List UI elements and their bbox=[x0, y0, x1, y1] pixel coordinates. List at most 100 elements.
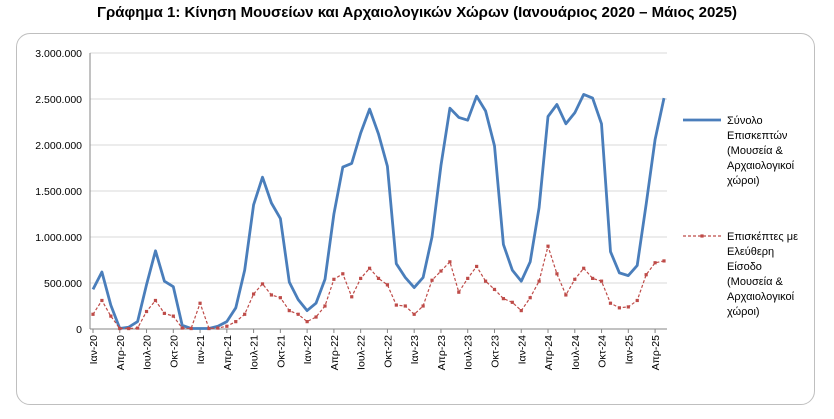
x-tick-label: Απρ-23 bbox=[436, 335, 448, 371]
data-point bbox=[278, 296, 282, 300]
y-tick-label: 2.000.000 bbox=[35, 140, 82, 152]
data-point bbox=[412, 312, 416, 316]
data-point bbox=[608, 301, 613, 305]
data-point bbox=[403, 304, 407, 308]
y-tick-label: 0 bbox=[76, 324, 82, 336]
series-line-total bbox=[91, 93, 666, 330]
x-tick-label: Ιαν-25 bbox=[623, 335, 635, 365]
legend-label: Είσοδο bbox=[727, 261, 762, 273]
data-point bbox=[189, 326, 193, 331]
data-point bbox=[591, 276, 595, 280]
data-point bbox=[225, 324, 229, 328]
data-point bbox=[582, 266, 586, 270]
data-point bbox=[448, 260, 452, 264]
data-point bbox=[180, 326, 184, 330]
data-point bbox=[430, 278, 434, 282]
data-point bbox=[153, 298, 158, 303]
legend-label: Επισκεπτών bbox=[727, 130, 788, 142]
x-tick-label: Ιουλ-21 bbox=[249, 335, 261, 370]
data-point bbox=[421, 304, 425, 308]
x-tick-label: Απρ-25 bbox=[650, 335, 662, 371]
x-tick-label: Οκτ-20 bbox=[168, 335, 180, 368]
y-tick-label: 1.000.000 bbox=[35, 232, 82, 244]
data-point bbox=[492, 287, 497, 292]
x-tick-label: Οκτ-23 bbox=[489, 335, 501, 368]
data-point bbox=[260, 282, 265, 286]
data-point bbox=[136, 326, 140, 330]
legend-label: χώροι) bbox=[727, 306, 760, 318]
data-point bbox=[475, 264, 479, 269]
data-point bbox=[162, 311, 166, 315]
data-point bbox=[305, 320, 309, 324]
data-point bbox=[564, 293, 568, 297]
legend-label: Ελεύθερη bbox=[727, 246, 774, 258]
x-tick-label: Ιουλ-22 bbox=[356, 335, 368, 370]
data-point bbox=[109, 314, 113, 318]
x-tick-label: Ιαν-20 bbox=[88, 335, 100, 365]
data-point bbox=[635, 298, 639, 303]
data-point bbox=[457, 290, 461, 294]
legend-label: Επισκέπτες με bbox=[727, 231, 798, 243]
axes bbox=[89, 53, 667, 333]
x-tick-label: Απρ-21 bbox=[222, 335, 234, 371]
y-tick-label: 500.000 bbox=[44, 278, 82, 290]
data-point bbox=[332, 277, 336, 281]
data-point bbox=[528, 296, 532, 300]
data-point bbox=[501, 297, 506, 301]
data-point bbox=[243, 312, 247, 316]
x-tick-label: Απρ-20 bbox=[115, 335, 127, 371]
data-point bbox=[466, 276, 470, 280]
legend-marker bbox=[700, 234, 704, 238]
data-point bbox=[359, 276, 363, 280]
data-point bbox=[127, 326, 131, 331]
data-point bbox=[599, 279, 604, 283]
data-point bbox=[216, 326, 220, 330]
data-point bbox=[323, 304, 327, 308]
legend: Σύνολο Επισκεπτών (Μουσεία & Αρχαιολογικοί χ… bbox=[683, 115, 798, 318]
y-tick-label: 3.000.000 bbox=[35, 48, 82, 60]
data-point bbox=[198, 301, 202, 305]
data-point bbox=[367, 266, 372, 270]
chart-title: Γράφημα 1: Κίνηση Μουσείων και Αρχαιολογ… bbox=[97, 4, 737, 21]
data-point bbox=[662, 259, 666, 263]
series-layer bbox=[91, 93, 666, 331]
x-tick-label: Ιαν-23 bbox=[409, 335, 421, 365]
data-point bbox=[510, 300, 514, 304]
data-point bbox=[546, 244, 550, 248]
y-tick-label: 1.500.000 bbox=[35, 186, 82, 198]
legend-label: Αρχαιολογικοί bbox=[727, 291, 795, 303]
grid-lines bbox=[90, 52, 667, 284]
data-point bbox=[251, 292, 256, 296]
legend-label: Σύνολο bbox=[727, 115, 763, 127]
data-point bbox=[144, 309, 149, 314]
x-tick-label: Ιαν-24 bbox=[516, 335, 528, 365]
series-line-free-entry bbox=[92, 245, 665, 330]
data-point bbox=[118, 326, 122, 331]
legend-label: (Μουσεία & bbox=[727, 145, 784, 157]
data-point bbox=[555, 272, 559, 276]
data-point bbox=[385, 283, 390, 287]
data-point bbox=[573, 277, 577, 281]
data-point bbox=[100, 298, 104, 303]
data-point bbox=[439, 269, 443, 273]
data-point bbox=[171, 314, 175, 318]
x-tick-label: Ιουλ-23 bbox=[463, 335, 475, 370]
chart-frame bbox=[16, 33, 815, 405]
data-point bbox=[519, 309, 523, 313]
x-tick-label: Οκτ-22 bbox=[382, 335, 394, 368]
data-point bbox=[537, 279, 541, 283]
data-point bbox=[653, 261, 657, 265]
legend-label: (Μουσεία & bbox=[727, 276, 784, 288]
data-point bbox=[296, 312, 300, 316]
data-point bbox=[376, 276, 381, 280]
data-point bbox=[269, 293, 274, 297]
x-tick-labels: Ιαν-20 Απρ-20 Ιουλ-20 Οκτ-20 Ιαν-21 Απρ-21 Ιου… bbox=[88, 335, 662, 371]
x-tick-label: Ιαν-21 bbox=[195, 335, 207, 365]
data-point bbox=[207, 326, 211, 331]
x-tick-label: Απρ-22 bbox=[329, 335, 341, 371]
x-tick-label: Ιαν-22 bbox=[302, 335, 314, 365]
data-point bbox=[626, 305, 630, 309]
data-point bbox=[314, 315, 318, 319]
y-tick-label: 2.500.000 bbox=[35, 94, 82, 106]
x-tick-label: Ιουλ-20 bbox=[142, 335, 154, 370]
